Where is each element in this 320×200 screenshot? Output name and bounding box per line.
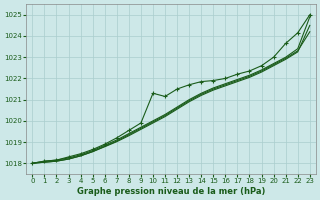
X-axis label: Graphe pression niveau de la mer (hPa): Graphe pression niveau de la mer (hPa) bbox=[77, 187, 265, 196]
